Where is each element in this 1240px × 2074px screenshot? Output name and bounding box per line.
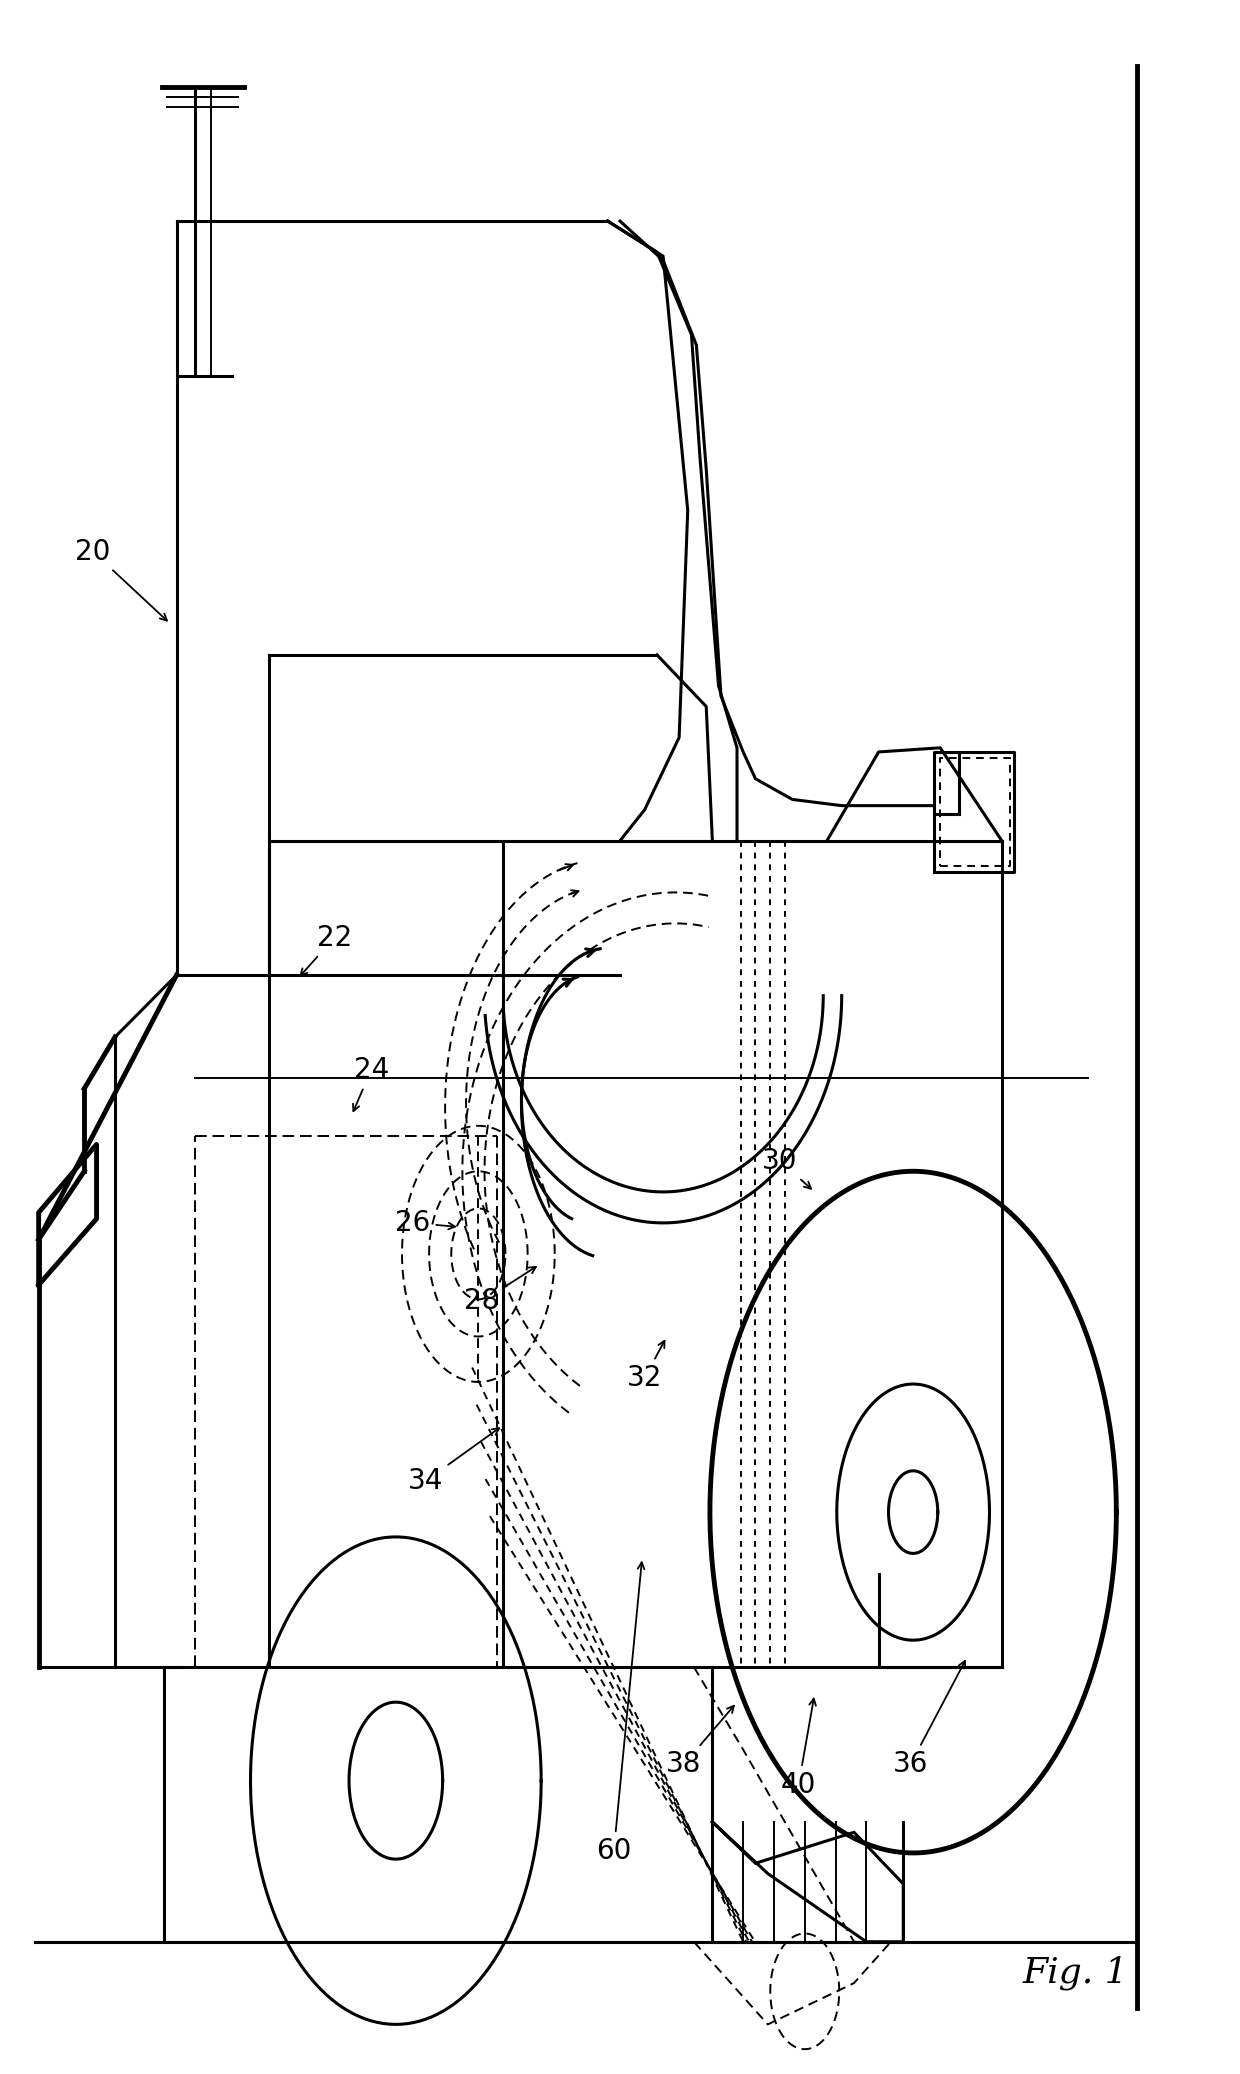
Text: 26: 26 <box>396 1209 455 1236</box>
Text: 22: 22 <box>300 923 352 975</box>
Text: 24: 24 <box>353 1056 389 1112</box>
Text: 34: 34 <box>408 1429 498 1495</box>
Text: 20: 20 <box>76 537 167 620</box>
Text: Fig. 1: Fig. 1 <box>1023 1956 1128 1989</box>
Text: 60: 60 <box>596 1562 645 1865</box>
Text: 40: 40 <box>781 1699 816 1798</box>
Text: 30: 30 <box>763 1147 811 1188</box>
Text: 32: 32 <box>627 1340 665 1392</box>
Text: 28: 28 <box>465 1267 536 1315</box>
Text: 36: 36 <box>893 1661 965 1777</box>
Text: 38: 38 <box>666 1705 734 1777</box>
